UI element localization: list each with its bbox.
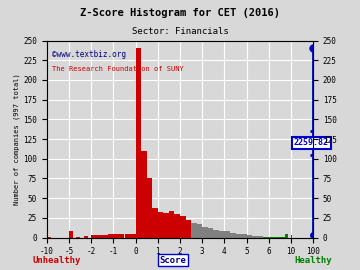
Text: Sector: Financials: Sector: Financials	[132, 27, 228, 36]
Bar	[185, 220, 191, 238]
Bar	[213, 230, 219, 238]
Bar	[147, 178, 152, 238]
Bar	[271, 237, 273, 238]
Bar	[119, 234, 125, 238]
Bar	[175, 214, 180, 238]
Bar	[235, 234, 241, 238]
Bar	[47, 237, 51, 238]
Bar	[283, 237, 285, 238]
Y-axis label: Number of companies (997 total): Number of companies (997 total)	[14, 73, 21, 205]
Text: Healthy: Healthy	[294, 256, 332, 265]
Bar	[273, 237, 274, 238]
Bar	[241, 234, 247, 238]
Bar	[152, 208, 158, 238]
Bar	[163, 213, 169, 238]
Bar	[102, 235, 108, 238]
Text: Z-Score Histogram for CET (2016): Z-Score Histogram for CET (2016)	[80, 8, 280, 18]
Bar	[141, 151, 147, 238]
Bar	[280, 237, 283, 238]
Bar	[247, 235, 252, 238]
Bar	[69, 231, 73, 238]
Bar	[136, 48, 141, 238]
Text: Unhealthy: Unhealthy	[32, 256, 81, 265]
Bar	[197, 224, 202, 238]
Bar	[191, 223, 197, 238]
Text: ©www.textbiz.org: ©www.textbiz.org	[52, 50, 126, 59]
Bar	[76, 237, 80, 238]
Bar	[108, 234, 113, 238]
Bar	[258, 236, 263, 238]
Bar	[169, 211, 175, 238]
Bar	[84, 236, 87, 238]
Bar	[270, 237, 271, 238]
Bar	[219, 231, 224, 238]
Bar	[113, 234, 119, 238]
Bar	[252, 236, 258, 238]
Bar	[274, 237, 277, 238]
Bar	[285, 234, 288, 238]
Bar	[263, 237, 269, 238]
Bar	[277, 237, 280, 238]
Bar	[91, 235, 102, 238]
Text: The Research Foundation of SUNY: The Research Foundation of SUNY	[52, 66, 184, 72]
Bar	[208, 228, 213, 238]
Bar	[224, 231, 230, 238]
Bar	[130, 234, 136, 238]
Bar	[269, 237, 270, 238]
Bar	[180, 215, 185, 238]
Bar	[158, 212, 163, 238]
Text: Score: Score	[159, 256, 186, 265]
Bar	[125, 234, 130, 238]
Text: 2259.82: 2259.82	[294, 139, 329, 147]
Bar	[230, 233, 235, 238]
Bar	[202, 227, 208, 238]
